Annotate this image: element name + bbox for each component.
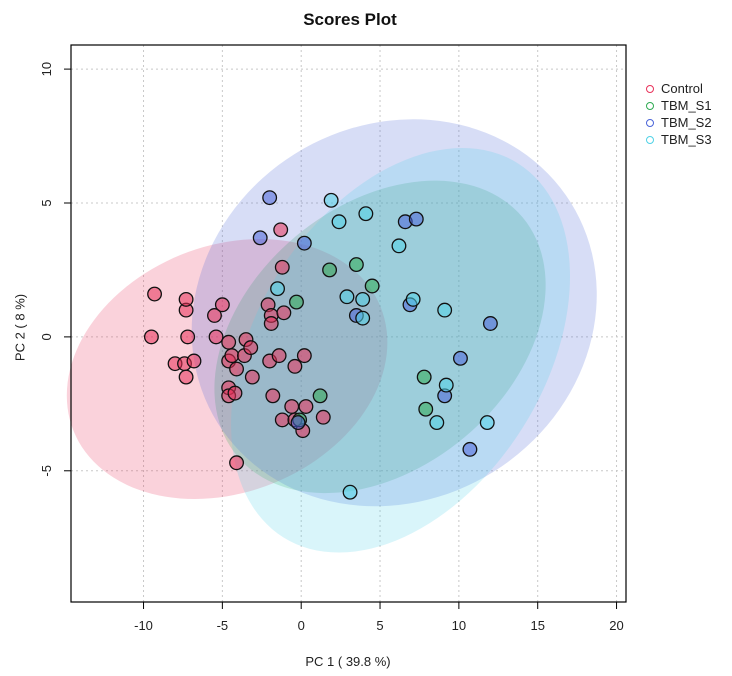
point-control: [274, 412, 290, 428]
point-control: [147, 286, 163, 302]
point-tbm-s2: [262, 190, 278, 206]
x-tick-label: 15: [530, 618, 544, 633]
point-tbm-s3: [270, 281, 285, 297]
point-tbm-s2: [296, 235, 312, 251]
x-tick-label: -10: [134, 618, 153, 633]
point-tbm-s3: [358, 206, 374, 222]
point-tbm-s1: [364, 278, 380, 294]
x-axis-label: PC 1 ( 39.8 %): [305, 654, 391, 669]
point-tbm-s3: [331, 214, 347, 230]
x-tick-label: -5: [217, 618, 229, 633]
point-tbm-s2: [252, 230, 268, 246]
point-control: [186, 353, 202, 369]
point-tbm-s3: [479, 415, 495, 431]
point-control: [143, 329, 159, 345]
point-tbm-s3: [438, 377, 454, 393]
point-tbm-s3: [339, 289, 355, 305]
legend-item-tbm-s2: TBM_S2: [646, 114, 712, 131]
point-control: [224, 348, 240, 364]
point-control: [284, 399, 300, 414]
point-tbm-s2: [408, 211, 424, 227]
point-tbm-s3: [342, 484, 358, 500]
point-control: [296, 348, 312, 364]
point-control: [178, 291, 194, 307]
point-control: [229, 361, 245, 377]
point-tbm-s2: [482, 316, 498, 331]
point-tbm-s2: [452, 350, 468, 366]
ellipse-tbm-s3: [231, 148, 571, 553]
data-points: [143, 190, 498, 500]
x-tick-label: 20: [609, 618, 623, 633]
y-tick-label: 10: [39, 62, 54, 76]
point-control: [229, 455, 245, 471]
legend-item-tbm-s1: TBM_S1: [646, 97, 712, 114]
legend-label: TBM_S2: [661, 115, 712, 130]
point-control: [271, 348, 287, 364]
point-control: [208, 329, 224, 345]
point-control: [227, 385, 243, 401]
legend-label: Control: [661, 81, 703, 96]
x-tick-label: 0: [298, 618, 305, 633]
point-control: [244, 369, 260, 385]
point-tbm-s1: [322, 262, 338, 278]
point-control: [265, 388, 281, 404]
point-control: [298, 399, 314, 414]
point-control: [276, 305, 292, 321]
point-tbm-s3: [323, 192, 339, 208]
point-tbm-s1: [312, 388, 328, 404]
legend-item-tbm-s3: TBM_S3: [646, 131, 712, 148]
legend-item-control: Control: [646, 80, 712, 97]
legend-swatch-icon: [646, 118, 654, 127]
y-tick-label: -5: [39, 465, 54, 477]
y-axis-label: PC 2 ( 8 %): [12, 293, 28, 362]
point-control: [243, 340, 259, 356]
point-tbm-s3: [405, 291, 421, 307]
x-tick-label: 10: [452, 618, 466, 633]
point-tbm-s2: [462, 441, 478, 457]
legend-swatch-icon: [646, 101, 654, 110]
point-control: [207, 308, 222, 323]
legend: Control TBM_S1 TBM_S2 TBM_S3: [646, 80, 712, 148]
point-control: [273, 222, 289, 238]
point-tbm-s3: [355, 291, 371, 307]
point-tbm-s3: [437, 302, 453, 318]
legend-label: TBM_S1: [661, 98, 712, 113]
point-tbm-s3: [429, 415, 445, 431]
point-control: [178, 369, 194, 385]
point-tbm-s3: [391, 238, 407, 254]
point-control: [287, 358, 303, 374]
point-control: [263, 316, 279, 331]
x-tick-label: 5: [376, 618, 383, 633]
chart-title: Scores Plot: [303, 10, 397, 29]
confidence-ellipses: [66, 119, 597, 553]
point-tbm-s1: [418, 401, 434, 417]
y-tick-label: 5: [39, 199, 54, 206]
legend-swatch-icon: [646, 135, 654, 144]
point-tbm-s2: [290, 415, 306, 431]
point-control: [214, 297, 230, 313]
legend-swatch-icon: [646, 84, 654, 93]
axes: -10 -5 0 5 10 15 20 -5 0 5 10: [39, 44, 627, 633]
point-control: [274, 259, 290, 275]
point-control: [180, 329, 196, 345]
point-tbm-s3: [355, 310, 371, 326]
legend-label: TBM_S3: [661, 132, 712, 147]
point-control: [221, 334, 237, 350]
point-tbm-s1: [416, 369, 432, 385]
point-tbm-s1: [289, 294, 304, 310]
point-control: [315, 409, 331, 425]
point-tbm-s1: [348, 257, 364, 273]
y-tick-label: 0: [39, 333, 54, 340]
